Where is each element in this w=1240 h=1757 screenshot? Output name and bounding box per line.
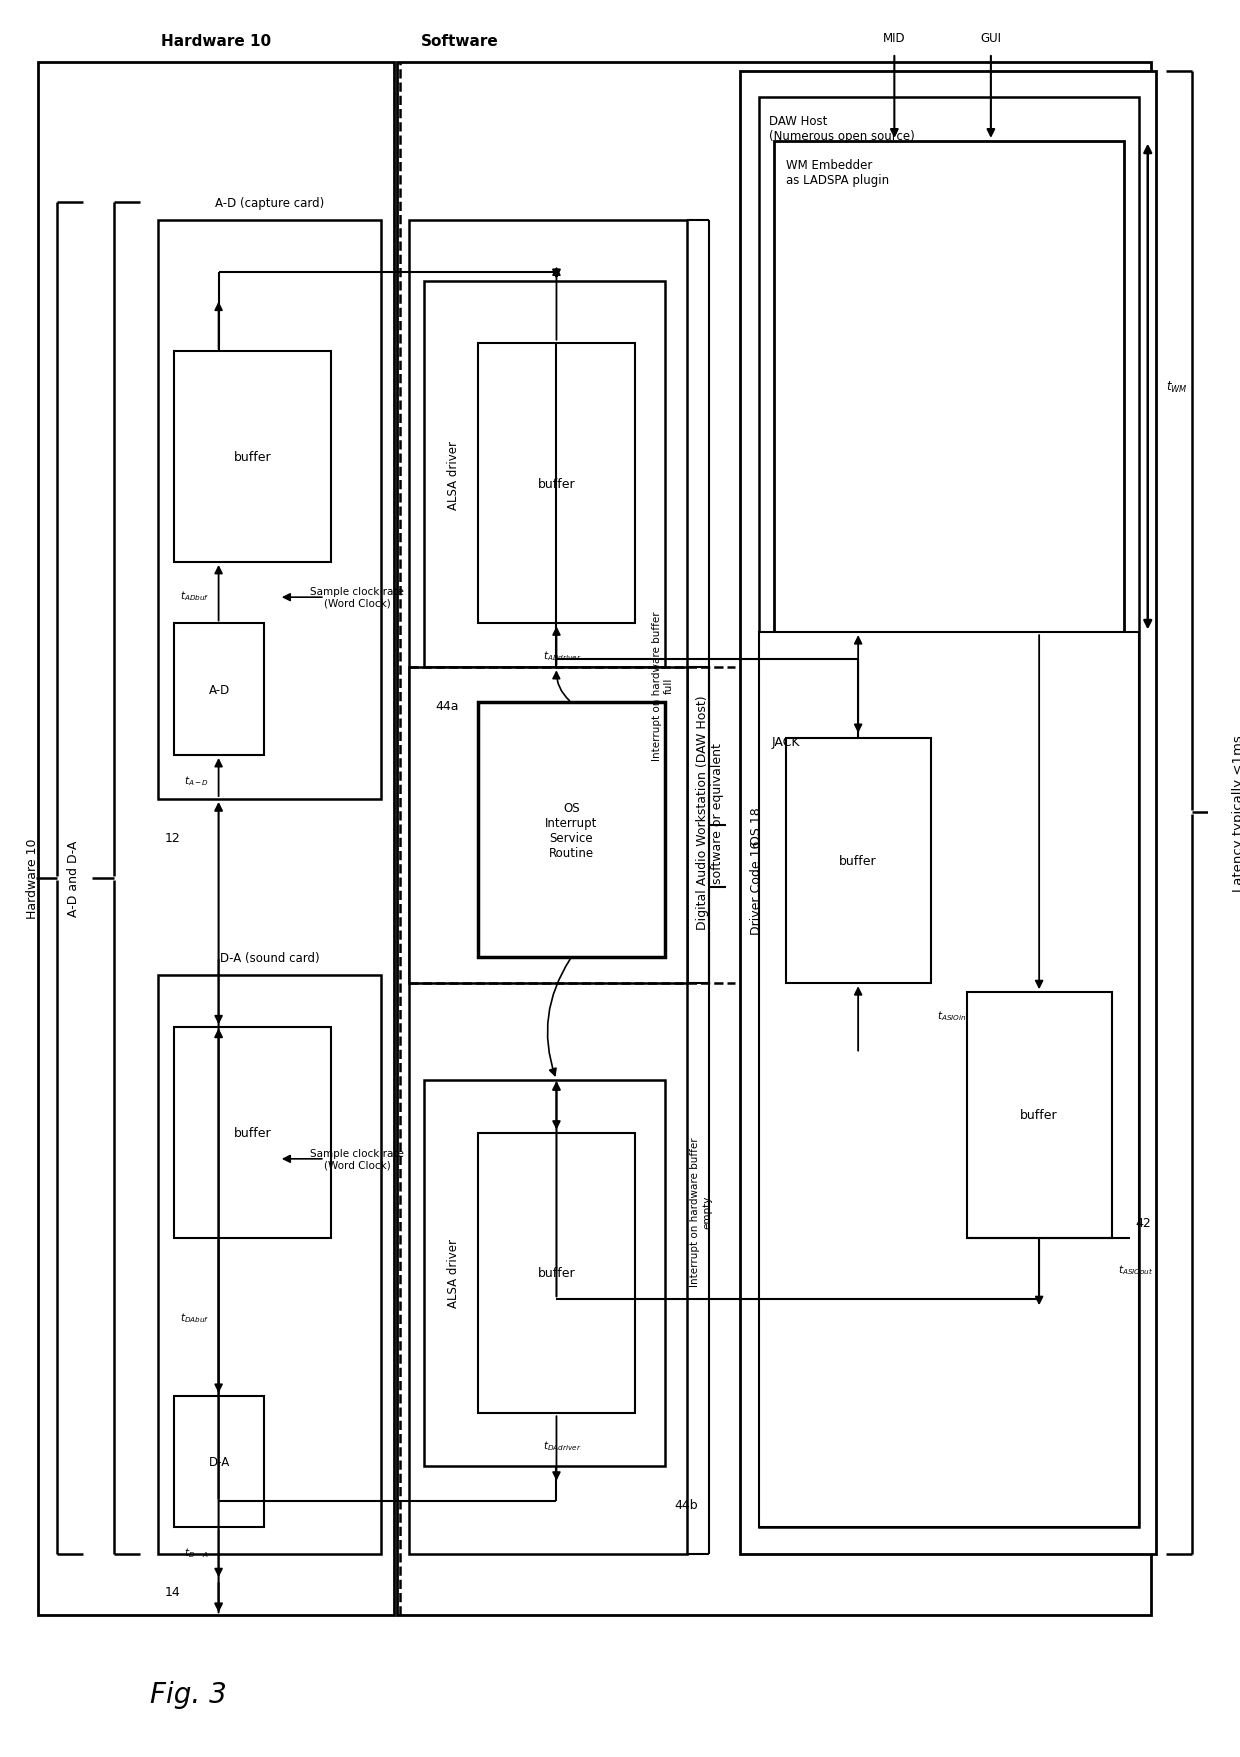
Text: Interrupt on hardware buffer
full: Interrupt on hardware buffer full <box>652 611 673 761</box>
Text: Sample clock rate
(Word Clock): Sample clock rate (Word Clock) <box>310 1149 404 1170</box>
Text: A-D: A-D <box>208 683 229 696</box>
Text: $t_{A-D}$: $t_{A-D}$ <box>185 773 210 787</box>
Text: buffer: buffer <box>538 478 575 490</box>
Bar <box>479 1133 635 1414</box>
Text: 12: 12 <box>164 831 180 843</box>
Bar <box>409 668 687 984</box>
Bar <box>174 1028 331 1239</box>
Text: JACK: JACK <box>771 734 800 748</box>
Bar <box>967 993 1111 1239</box>
Text: buffer: buffer <box>233 1126 272 1139</box>
Text: buffer: buffer <box>839 854 877 868</box>
Text: A-D and D-A: A-D and D-A <box>67 840 81 917</box>
Bar <box>174 351 331 562</box>
Text: buffer: buffer <box>1021 1109 1058 1121</box>
Bar <box>409 221 687 1553</box>
Bar <box>759 98 1140 1527</box>
Bar <box>786 738 930 984</box>
Text: Interrupt on hardware buffer
empty: Interrupt on hardware buffer empty <box>691 1137 712 1286</box>
Text: ALSA driver: ALSA driver <box>448 1239 460 1307</box>
Text: A-D (capture card): A-D (capture card) <box>216 197 325 211</box>
Text: Latency typically <1ms: Latency typically <1ms <box>1231 734 1240 891</box>
Text: buffer: buffer <box>233 452 272 464</box>
Text: MID: MID <box>883 32 905 46</box>
Text: D-A (sound card): D-A (sound card) <box>219 952 320 965</box>
Text: 42: 42 <box>1136 1216 1152 1230</box>
Bar <box>479 343 635 624</box>
Bar <box>37 63 393 1615</box>
Bar <box>397 63 1152 1615</box>
Text: DAW Host
(Numerous open source): DAW Host (Numerous open source) <box>769 116 915 144</box>
Text: D-A: D-A <box>208 1455 229 1469</box>
Text: GUI: GUI <box>981 32 1002 46</box>
Text: ALSA driver: ALSA driver <box>448 441 460 510</box>
Text: Hardware 10: Hardware 10 <box>26 838 40 919</box>
Text: OS 18: OS 18 <box>750 806 764 845</box>
Text: Driver Code 16: Driver Code 16 <box>750 840 764 935</box>
Text: WM Embedder
as LADSPA plugin: WM Embedder as LADSPA plugin <box>786 160 889 188</box>
Text: 44b: 44b <box>675 1497 698 1511</box>
Text: Software: Software <box>422 33 498 49</box>
Text: $t_{ADdriver}$: $t_{ADdriver}$ <box>543 648 582 662</box>
Text: $t_{DAbuf}$: $t_{DAbuf}$ <box>180 1311 210 1325</box>
Text: $t_{ASIOout}$: $t_{ASIOout}$ <box>1117 1263 1153 1277</box>
Bar <box>424 1081 665 1465</box>
Text: OS
Interrupt
Service
Routine: OS Interrupt Service Routine <box>546 801 598 859</box>
Text: buffer: buffer <box>538 1267 575 1279</box>
Text: Sample clock rate
(Word Clock): Sample clock rate (Word Clock) <box>310 587 404 608</box>
Text: $t_{DAdriver}$: $t_{DAdriver}$ <box>543 1439 582 1451</box>
Bar <box>159 221 382 799</box>
Text: Digital Audio Workstation (DAW Host)
software or equivalent: Digital Audio Workstation (DAW Host) sof… <box>696 696 724 929</box>
Bar <box>479 703 665 958</box>
Bar <box>159 975 382 1553</box>
Bar <box>740 72 1156 1553</box>
Text: $t_{D-A}$: $t_{D-A}$ <box>185 1544 210 1558</box>
Text: Hardware 10: Hardware 10 <box>160 33 270 49</box>
Text: Fig. 3: Fig. 3 <box>150 1680 227 1708</box>
Bar <box>424 283 665 668</box>
Text: $t_{ADbuf}$: $t_{ADbuf}$ <box>180 589 210 603</box>
Bar <box>774 142 1123 633</box>
Text: $t_{ASIOin}$: $t_{ASIOin}$ <box>936 1009 966 1023</box>
Text: $t_{WM}$: $t_{WM}$ <box>1166 380 1188 395</box>
Bar <box>759 633 1140 1527</box>
Bar <box>174 1397 264 1527</box>
Bar <box>174 624 264 756</box>
Text: 44a: 44a <box>435 699 459 713</box>
Text: 14: 14 <box>164 1585 180 1599</box>
